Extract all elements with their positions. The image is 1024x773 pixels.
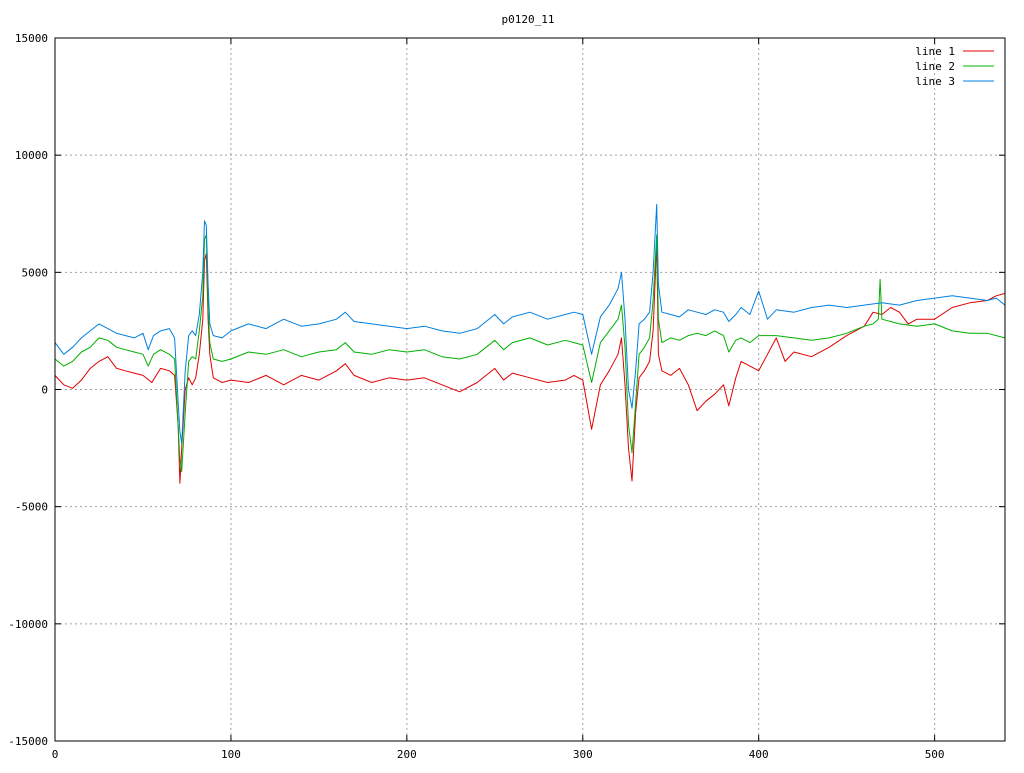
series-line-3 xyxy=(54,203,1006,444)
series-line-2 xyxy=(54,234,1006,472)
x-tick-label: 400 xyxy=(749,748,769,761)
legend-label: line 2 xyxy=(915,60,955,73)
legend-label: line 1 xyxy=(915,45,955,58)
series-line-1 xyxy=(54,241,1006,484)
y-tick-label: 15000 xyxy=(15,32,48,45)
legend-label: line 3 xyxy=(915,75,955,88)
y-tick-label: 5000 xyxy=(22,266,49,279)
y-tick-label: -15000 xyxy=(8,735,48,748)
legend: line 1 line 2 line 3 xyxy=(915,45,994,88)
axis-ticks: 0 100 200 300 400 500 -15000 -10000 -5000 0 5000 10… xyxy=(8,32,1005,761)
grid xyxy=(55,38,1005,741)
y-tick-label: -10000 xyxy=(8,618,48,631)
x-tick-label: 500 xyxy=(925,748,945,761)
x-tick-label: 0 xyxy=(52,748,59,761)
series-lines xyxy=(54,203,1006,484)
x-tick-label: 300 xyxy=(573,748,593,761)
y-tick-label: 0 xyxy=(41,384,48,397)
y-tick-label: -5000 xyxy=(15,501,48,514)
x-tick-label: 100 xyxy=(221,748,241,761)
x-tick-label: 200 xyxy=(397,748,417,761)
chart-title: p0120_11 xyxy=(502,13,555,26)
y-tick-label: 10000 xyxy=(15,149,48,162)
